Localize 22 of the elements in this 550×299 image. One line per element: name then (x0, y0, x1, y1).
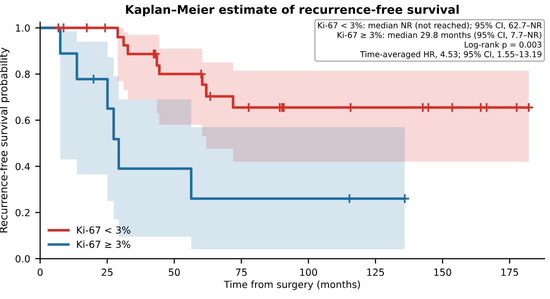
x-tick-label: 75 (236, 268, 247, 276)
x-tick-label: 50 (168, 268, 180, 276)
y-tick-label: 0.2 (16, 208, 30, 216)
annotation: Ki-67 < 3%: median NR (not reached); 95% CI, 62.7–NR (318, 22, 542, 30)
annotation: Time-averaged HR, 4.53; 95% CI, 1.55–13.19 (360, 51, 542, 59)
annotation: Ki-67 ≥ 3%: median 29.8 months (95% CI, 7.7–NR) (338, 32, 542, 39)
x-tick-label: 175 (501, 268, 518, 276)
x-tick-label: 100 (300, 268, 318, 276)
x-tick-label: 0 (38, 268, 43, 276)
y-tick-label: 0.6 (16, 116, 30, 124)
legend-label: Ki-67 < 3% (77, 226, 130, 234)
legend-label: Ki-67 ≥ 3% (77, 240, 130, 248)
annotation: Log-rank p = 0.003 (464, 41, 542, 50)
y-tick-label: 0.0 (16, 255, 30, 262)
y-tick-label: 1.0 (16, 24, 30, 32)
chart-title: Kaplan–Meier estimate of recurrence-free survival (126, 4, 459, 16)
x-axis-title: Time from surgery (months) (224, 280, 360, 290)
x-tick-label: 125 (367, 268, 384, 276)
x-tick-label: 25 (102, 268, 113, 276)
y-tick-label: 0.4 (16, 162, 30, 170)
x-tick-label: 150 (434, 268, 452, 276)
y-tick-label: 0.8 (16, 70, 30, 78)
